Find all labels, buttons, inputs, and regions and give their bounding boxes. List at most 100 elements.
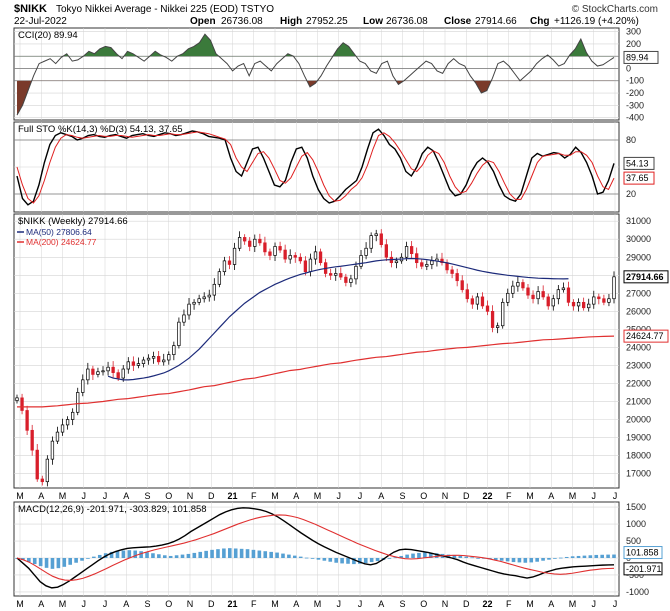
close-label: Close: [444, 16, 472, 27]
price-x-label: F: [251, 491, 257, 501]
macd-x-label: J: [337, 599, 342, 609]
price-candle: [612, 276, 616, 300]
price-candle: [268, 251, 272, 256]
macd-histogram-bar: [233, 548, 238, 558]
macd-histogram-bar: [564, 556, 569, 558]
price-x-label: A: [378, 491, 384, 501]
macd-x-label: D: [463, 599, 470, 609]
macd-histogram-bar: [251, 549, 256, 558]
macd-x-label: J: [592, 599, 597, 609]
macd-histogram-bar: [245, 549, 250, 558]
legend-entry: MA(50) 27806.64: [26, 227, 92, 237]
macd-histogram-bar: [340, 557, 344, 564]
macd-x-label: N: [442, 599, 449, 609]
macd-histogram-bar: [310, 557, 315, 559]
chart-instrument-name: Tokyo Nikkei Average - Nikkei 225 (EOD) …: [56, 4, 274, 15]
price-x-label: J: [613, 491, 618, 501]
price-x-label: 21: [227, 491, 237, 501]
price-candle: [490, 310, 495, 328]
macd-histogram-bar: [476, 557, 480, 559]
price-candle: [167, 354, 171, 361]
macd-histogram-bar: [612, 554, 616, 558]
macd-histogram-bar: [328, 557, 333, 562]
price-y-tick-label: 25000: [626, 324, 651, 334]
macd-y-tick-label: 1000: [626, 519, 646, 529]
watermark: © StockCharts.com: [572, 4, 658, 15]
price-candle: [222, 260, 227, 273]
price-candle: [308, 258, 313, 273]
price-candle: [298, 256, 302, 262]
macd-x-label: F: [506, 599, 512, 609]
macd-histogram-bar: [346, 557, 350, 564]
macd-x-label: M: [271, 599, 279, 609]
price-candle: [126, 361, 130, 370]
price-candle: [581, 301, 586, 309]
cci-panel-frame: [13, 27, 620, 121]
macd-histogram-bar: [151, 553, 155, 558]
price-last-value-label: 24624.77: [626, 331, 664, 341]
macd-line: [16, 507, 615, 589]
sto-last-value-box: [623, 156, 655, 170]
macd-histogram-bar: [423, 552, 427, 558]
price-candle: [485, 305, 490, 312]
price-candle: [379, 233, 383, 245]
macd-histogram-bar: [523, 557, 528, 563]
macd-x-label: 21: [227, 599, 237, 609]
price-candle: [263, 242, 267, 253]
cci-y-tick-label: 200: [626, 39, 641, 49]
price-candle: [237, 237, 242, 249]
price-candle: [349, 278, 353, 283]
price-candle: [556, 289, 560, 300]
macd-x-label: M: [16, 599, 24, 609]
stochastic-y-tick-label: 80: [626, 135, 636, 145]
price-candle: [71, 411, 75, 420]
price-candle: [258, 238, 262, 244]
price-x-label: J: [337, 491, 342, 501]
macd-histogram-bar: [97, 554, 102, 558]
macd-histogram-bar: [606, 554, 610, 558]
price-candle: [111, 366, 115, 373]
cci-last-value-box: [623, 50, 659, 64]
price-candle: [460, 280, 464, 291]
price-x-label: S: [144, 491, 150, 501]
macd-histogram-bar: [32, 557, 37, 565]
price-candle: [91, 368, 95, 375]
price-y-tick-label: 19000: [626, 433, 651, 443]
price-candle: [455, 273, 459, 282]
macd-histogram-bar: [541, 557, 545, 561]
macd-histogram-bar: [80, 557, 84, 561]
macd-histogram-bar: [493, 557, 498, 561]
price-candle: [354, 265, 358, 280]
high-label: High: [280, 16, 302, 27]
price-candle: [561, 287, 566, 291]
price-candle: [475, 296, 480, 305]
price-candle: [253, 238, 257, 247]
price-candle: [465, 289, 469, 300]
price-candle: [597, 296, 601, 300]
price-candle: [511, 285, 515, 294]
price-candle: [121, 368, 125, 379]
cci-y-tick-label: 0: [626, 63, 631, 73]
price-candle: [592, 296, 596, 305]
macd-last-value-label: -201.971: [626, 564, 662, 574]
price-candle: [232, 247, 237, 265]
price-candle: [81, 379, 85, 393]
price-candle: [86, 368, 90, 381]
macd-histogram-bar: [281, 553, 285, 558]
price-y-tick-label: 31000: [626, 216, 651, 226]
price-candle: [116, 372, 120, 379]
chg-label: Chg: [530, 16, 549, 27]
open-value: 26736.08: [221, 16, 263, 27]
macd-x-label: F: [251, 599, 257, 609]
close-value: 27914.66: [475, 16, 517, 27]
macd-histogram-bar: [263, 551, 268, 558]
price-x-label: M: [16, 491, 24, 501]
macd-x-label: S: [399, 599, 405, 609]
macd-histogram-bar: [157, 554, 161, 558]
macd-histogram-bar: [511, 557, 516, 563]
price-candle: [369, 235, 373, 249]
price-x-label: F: [506, 491, 512, 501]
macd-x-label: O: [420, 599, 427, 609]
